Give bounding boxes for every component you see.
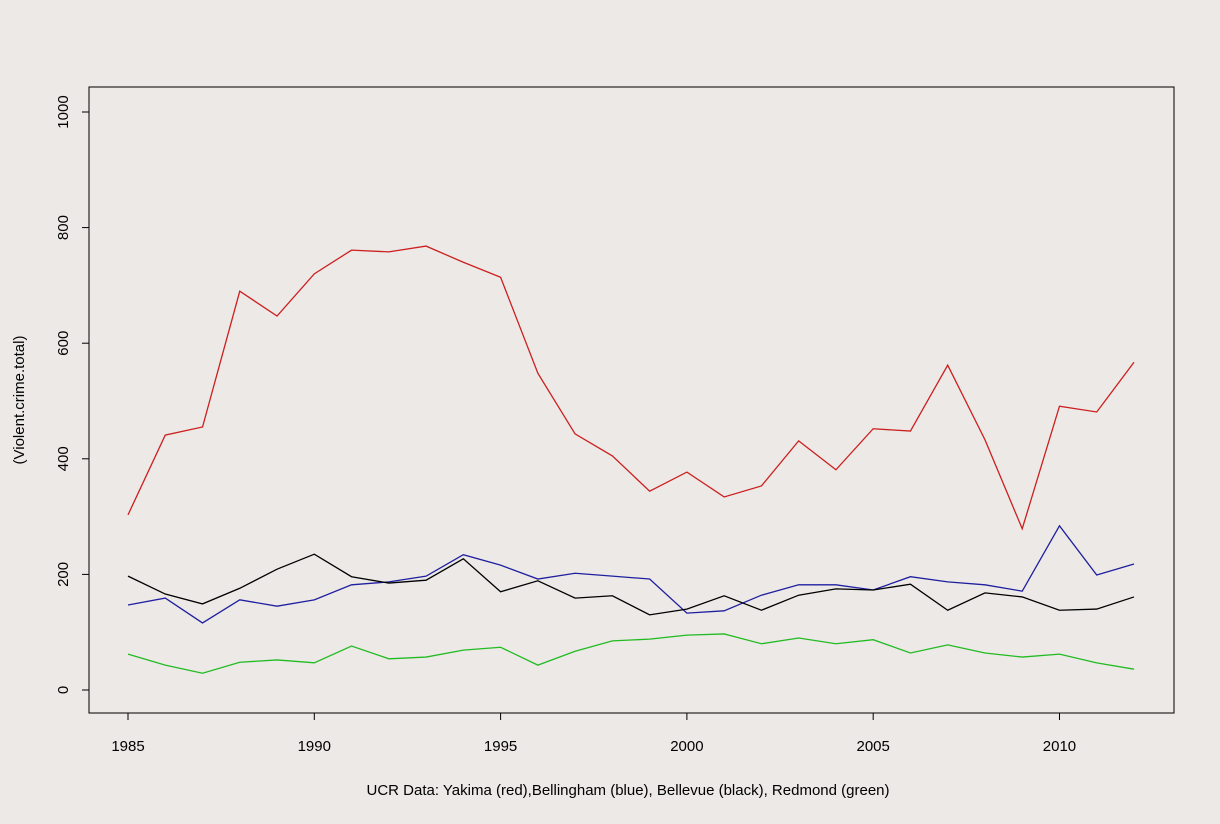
x-tick-label: 1995 [484,738,517,755]
y-tick-label: 1000 [55,95,72,128]
x-tick-label: 1990 [298,738,331,755]
x-axis: 1985 1990 1995 2000 2005 2010 [111,712,1076,755]
x-axis-label: UCR Data: Yakima (red),Bellingham (blue)… [367,782,890,799]
x-tick-label: 1985 [111,738,144,755]
y-tick-label: 400 [55,446,72,471]
y-tick-label: 600 [55,331,72,356]
x-tick-label: 2010 [1043,738,1076,755]
y-tick-label: 800 [55,215,72,240]
plot-frame [88,86,1175,714]
x-tick-label: 2005 [856,738,889,755]
series-lines [127,245,1135,674]
y-tick-label: 0 [55,686,72,694]
y-axis: 0 200 400 600 800 1000 [55,95,90,694]
y-tick-label: 200 [55,562,72,587]
series-line-yakima [127,245,1135,531]
series-line-bellingham [127,524,1135,624]
series-line-redmond [127,633,1135,674]
x-tick-label: 2000 [670,738,703,755]
y-axis-label: (Violent.crime.total) [11,336,28,465]
series-line-bellevue [127,553,1135,616]
